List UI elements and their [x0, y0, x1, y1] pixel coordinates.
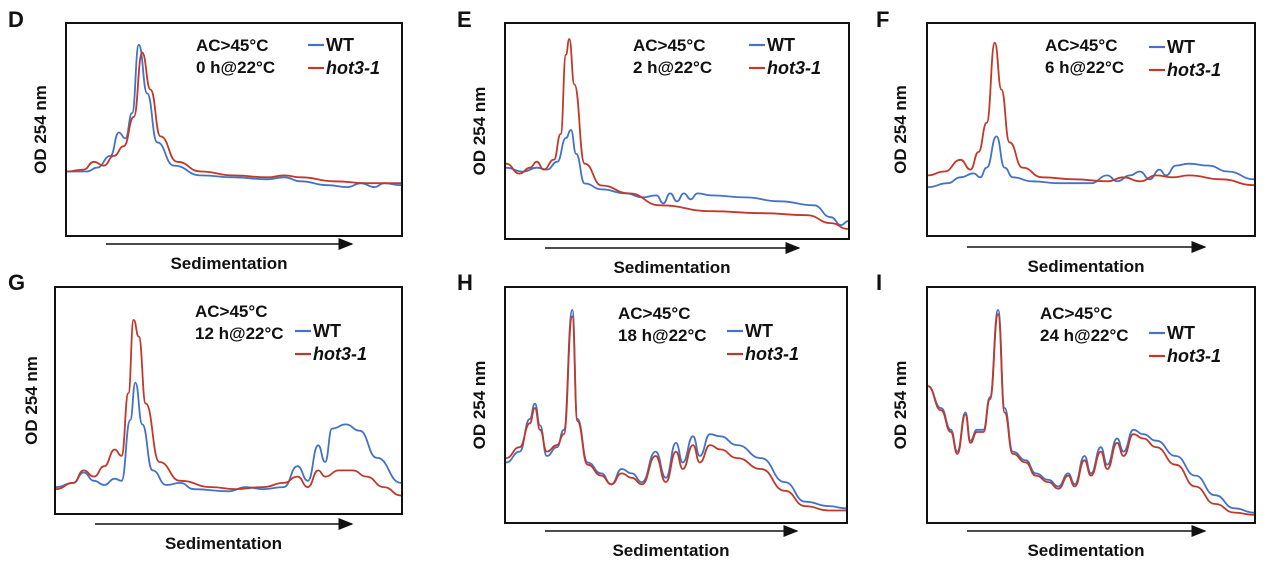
wt-trace: [505, 309, 847, 510]
wt-trace: [927, 309, 1255, 514]
panel-h: H AC>45°C 18 h@22°C WT hot3-1 OD 254 nm Sedime…: [457, 270, 848, 560]
condition-line-2: 18 h@22°C: [618, 326, 707, 345]
wt-trace: [55, 381, 402, 493]
panel-d: D AC>45°C 0 h@22°C WT hot3-1 OD 254 nm Sedimen…: [8, 7, 403, 273]
plot-frame: [504, 22, 850, 240]
x-axis-label: Sedimentation: [1027, 541, 1144, 560]
panel-letter: I: [876, 270, 882, 295]
plot-frame: [65, 22, 403, 237]
hot3-1-trace: [55, 319, 402, 497]
condition-line-2: 0 h@22°C: [196, 58, 275, 77]
x-axis-label: Sedimentation: [612, 541, 729, 560]
panel-letter: F: [876, 7, 889, 32]
hot3-1-trace: [66, 51, 401, 185]
y-axis-label: OD 254 nm: [470, 87, 489, 176]
condition-line-2: 24 h@22°C: [1040, 326, 1129, 345]
legend-label-wt: WT: [326, 35, 354, 55]
x-axis-label: Sedimentation: [613, 258, 730, 277]
plot-frame: [54, 286, 403, 515]
legend-label-hot3-1: hot3-1: [1167, 346, 1221, 366]
plot-frame: [926, 22, 1256, 237]
panel-e: E AC>45°C 2 h@22°C WT hot3-1 OD 254 nm Sedimen…: [457, 7, 850, 277]
hot3-1-trace: [505, 38, 849, 230]
legend-label-hot3-1: hot3-1: [745, 344, 799, 364]
legend-label-hot3-1: hot3-1: [313, 344, 367, 364]
y-axis-label: OD 254 nm: [891, 85, 910, 174]
hot3-1-trace: [927, 41, 1255, 187]
y-axis-label: OD 254 nm: [22, 356, 41, 445]
legend-label-hot3-1: hot3-1: [1167, 60, 1221, 80]
x-axis-label: Sedimentation: [1027, 257, 1144, 276]
legend-label-wt: WT: [1167, 323, 1195, 343]
legend-label-hot3-1: hot3-1: [767, 58, 821, 78]
wt-trace: [505, 129, 849, 226]
legend-label-wt: WT: [745, 321, 773, 341]
legend-label-hot3-1: hot3-1: [326, 58, 380, 78]
hot3-1-trace: [927, 313, 1255, 516]
condition-line-2: 2 h@22°C: [633, 58, 712, 77]
x-axis-label: Sedimentation: [170, 254, 287, 273]
condition-line-1: AC>45°C: [633, 36, 705, 55]
x-axis-label: Sedimentation: [165, 534, 282, 553]
wt-trace: [67, 43, 402, 188]
panel-letter: E: [457, 7, 472, 32]
condition-line-1: AC>45°C: [1045, 36, 1117, 55]
panel-f: F AC>45°C 6 h@22°C WT hot3-1 OD 254 nm Sedimen…: [876, 7, 1256, 276]
panel-letter: H: [457, 270, 473, 295]
plot-frame: [504, 286, 848, 524]
condition-line-1: AC>45°C: [196, 36, 268, 55]
condition-line-1: AC>45°C: [195, 302, 267, 321]
panel-letter: G: [8, 270, 25, 295]
plot-frame: [926, 286, 1256, 524]
panel-letter: D: [8, 7, 24, 32]
condition-line-1: AC>45°C: [618, 304, 690, 323]
condition-line-2: 12 h@22°C: [195, 324, 284, 343]
condition-line-1: AC>45°C: [1040, 304, 1112, 323]
legend-label-wt: WT: [1167, 37, 1195, 57]
panel-g: G AC>45°C 12 h@22°C WT hot3-1 OD 254 nm Sedime…: [8, 270, 403, 553]
condition-line-2: 6 h@22°C: [1045, 58, 1124, 77]
y-axis-label: OD 254 nm: [891, 361, 910, 450]
panel-i: I AC>45°C 24 h@22°C WT hot3-1 OD 254 nm Sedime…: [876, 270, 1256, 560]
hot3-1-trace: [505, 315, 846, 512]
legend-label-wt: WT: [767, 35, 795, 55]
legend-label-wt: WT: [313, 321, 341, 341]
y-axis-label: OD 254 nm: [31, 85, 50, 174]
wt-trace: [927, 135, 1255, 188]
y-axis-label: OD 254 nm: [470, 361, 489, 450]
